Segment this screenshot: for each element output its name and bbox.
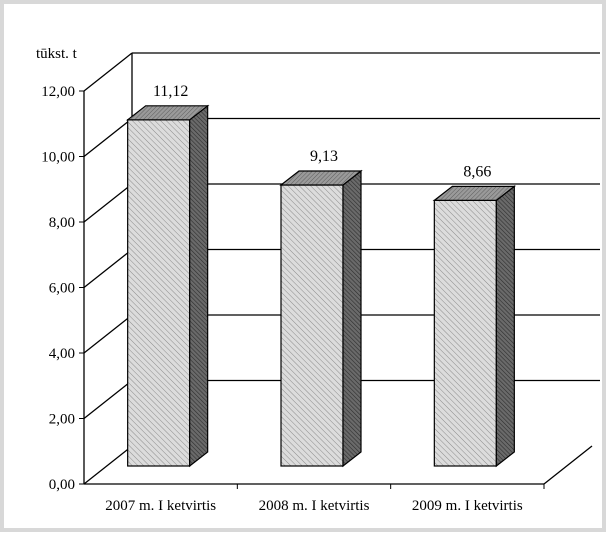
y-unit-label: tūkst. t xyxy=(36,46,78,62)
bar-top xyxy=(432,185,517,201)
bar-value-label: 9,13 xyxy=(310,148,338,165)
labels: 0,00 2,00 4,00 6,00 8,00 10,00 12,00 11,12 2007 … xyxy=(41,83,523,514)
y-tick-label: 4,00 xyxy=(49,346,75,362)
y-tick-label: 8,00 xyxy=(49,215,75,231)
gridline-diagonal xyxy=(83,248,133,289)
bar-front xyxy=(433,199,497,467)
bar-top xyxy=(279,170,363,186)
bar-value-label: 8,66 xyxy=(463,163,491,180)
x-category-label: 2008 m. I ketvirtis xyxy=(259,498,370,514)
bars xyxy=(125,104,517,468)
bar xyxy=(432,185,517,468)
bar-front xyxy=(127,119,191,467)
x-category-label: 2007 m. I ketvirtis xyxy=(105,498,216,514)
bar-side xyxy=(342,169,362,468)
bar-front xyxy=(280,184,344,467)
bar xyxy=(279,169,363,468)
bar xyxy=(125,104,210,468)
x-category-label: 2009 m. I ketvirtis xyxy=(412,498,523,514)
y-tick-label: 2,00 xyxy=(49,412,75,428)
y-tick-label: 10,00 xyxy=(41,150,75,166)
bar-side xyxy=(495,185,515,468)
bar-side xyxy=(189,104,209,468)
gridline-diagonal xyxy=(83,314,133,354)
y-tick-label: 0,00 xyxy=(49,477,75,493)
floor-right-edge xyxy=(543,445,593,485)
y-tick-label: 6,00 xyxy=(49,281,75,297)
gridline-diagonal xyxy=(83,445,133,485)
gridline-diagonal xyxy=(83,379,133,420)
gridline-diagonal xyxy=(83,117,133,158)
gridlines xyxy=(83,52,600,485)
bar-top xyxy=(125,105,210,121)
bar-value-label: 11,12 xyxy=(153,83,188,100)
gridline-diagonal xyxy=(83,52,133,92)
y-tick-label: 12,00 xyxy=(41,84,75,100)
bar-chart: 0,00 2,00 4,00 6,00 8,00 10,00 12,00 11,12 2007 … xyxy=(36,46,600,514)
gridline-diagonal xyxy=(83,183,133,223)
